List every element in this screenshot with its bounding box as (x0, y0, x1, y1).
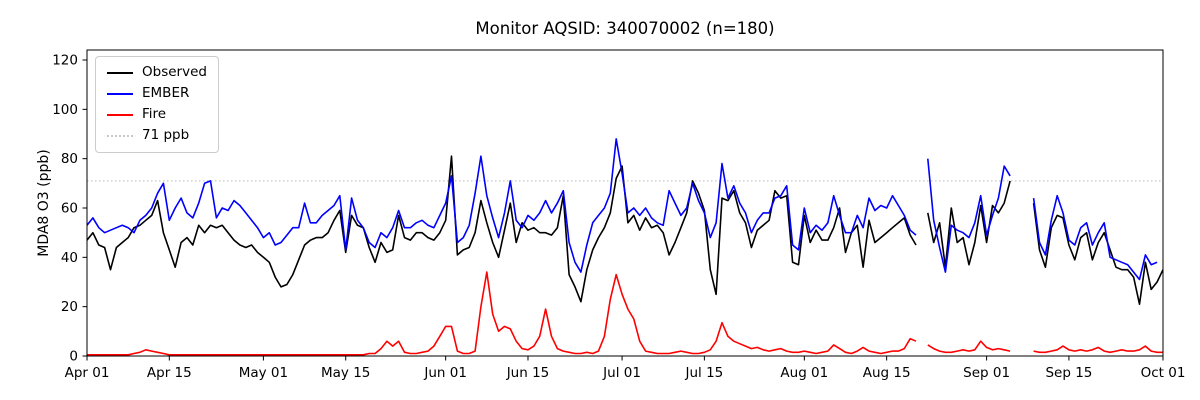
y-tick-label: 120 (52, 53, 78, 69)
legend-label-fire: Fire (142, 106, 167, 123)
series-path-fire (87, 271, 1163, 356)
legend-label-ember: EMBER (142, 85, 190, 102)
x-tick-label: Aug 01 (780, 365, 828, 381)
y-tick-label: 0 (69, 349, 78, 365)
legend-line-fire (107, 114, 133, 116)
chart-title: Monitor AQSID: 340070002 (n=180) (475, 19, 775, 38)
plot-border (86, 49, 1164, 357)
x-tick-label: Jun 15 (506, 365, 550, 381)
y-tick-label: 20 (61, 299, 78, 315)
legend-label-threshold: 71 ppb (142, 127, 190, 144)
legend-item-observed: Observed (107, 65, 207, 81)
x-tick-label: Sep 01 (963, 365, 1010, 381)
legend: Observed EMBER Fire 71 ppb (95, 56, 219, 153)
y-tick-label: 100 (52, 102, 78, 118)
legend-line-observed (107, 72, 133, 74)
x-tick-label: May 15 (321, 365, 370, 381)
legend-line-ember (107, 93, 133, 95)
x-tick-label: May 01 (239, 365, 288, 381)
legend-item-threshold: 71 ppb (107, 128, 207, 144)
x-tick-label: Apr 15 (147, 365, 192, 381)
x-tick-label: Apr 01 (65, 365, 110, 381)
y-tick-label: 80 (61, 151, 78, 167)
y-tick-label: 40 (61, 250, 78, 266)
series-path-observed (86, 155, 1164, 305)
x-tick-label: Jun 01 (423, 365, 467, 381)
y-axis-label: MDA8 O3 (ppb) (36, 149, 52, 257)
x-tick-label: Jul 01 (602, 365, 641, 381)
x-tick-label: Jul 15 (684, 365, 723, 381)
legend-line-threshold (107, 135, 133, 137)
legend-item-fire: Fire (107, 107, 207, 123)
x-tick-label: Oct 01 (1141, 365, 1186, 381)
y-tick-label: 60 (61, 201, 78, 217)
series-path-ember (86, 138, 1158, 281)
legend-label-observed: Observed (142, 64, 207, 81)
x-tick-label: Aug 15 (863, 365, 911, 381)
legend-item-ember: EMBER (107, 86, 207, 102)
x-tick-label: Sep 15 (1045, 365, 1092, 381)
